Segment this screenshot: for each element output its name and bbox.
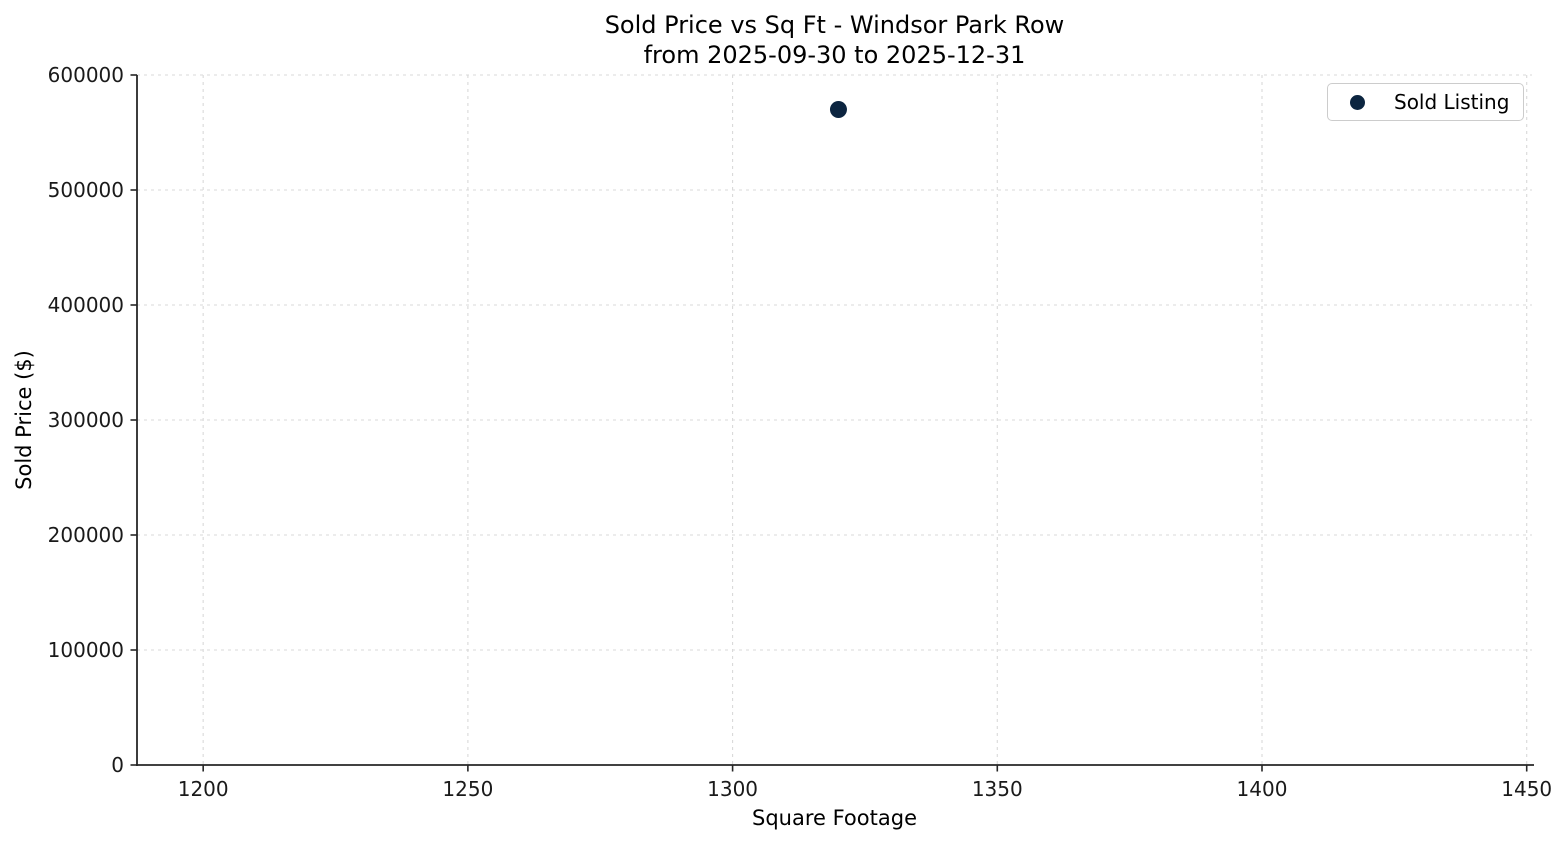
y-tick-label: 300000 xyxy=(47,408,124,432)
scatter-point xyxy=(829,101,847,118)
x-tick-label: 1350 xyxy=(971,777,1023,801)
y-tick-label: 200000 xyxy=(47,523,124,547)
y-tick-label: 600000 xyxy=(47,63,124,87)
x-tick-label: 1450 xyxy=(1501,777,1553,801)
chart-subtitle: from 2025-09-30 to 2025-12-31 xyxy=(643,41,1026,69)
legend-entry-label: Sold Listing xyxy=(1394,90,1510,114)
y-tick-label: 0 xyxy=(111,753,124,777)
chart-title: Sold Price vs Sq Ft - Windsor Park Row xyxy=(604,11,1065,39)
y-tick-label: 100000 xyxy=(47,638,124,662)
x-tick-label: 1400 xyxy=(1236,777,1288,801)
x-tick-label: 1300 xyxy=(707,777,759,801)
y-tick-label: 400000 xyxy=(47,293,124,317)
legend: Sold Listing xyxy=(1327,83,1524,121)
legend-marker-dot-icon xyxy=(1350,94,1365,110)
y-tick-label: 500000 xyxy=(47,178,124,202)
x-tick-label: 1200 xyxy=(177,777,229,801)
y-axis-label: Sold Price ($) xyxy=(12,350,36,490)
x-axis-label: Square Footage xyxy=(752,806,917,830)
x-tick-label: 1250 xyxy=(442,777,494,801)
chart-title-block: Sold Price vs Sq Ft - Windsor Park Row f… xyxy=(137,10,1532,70)
